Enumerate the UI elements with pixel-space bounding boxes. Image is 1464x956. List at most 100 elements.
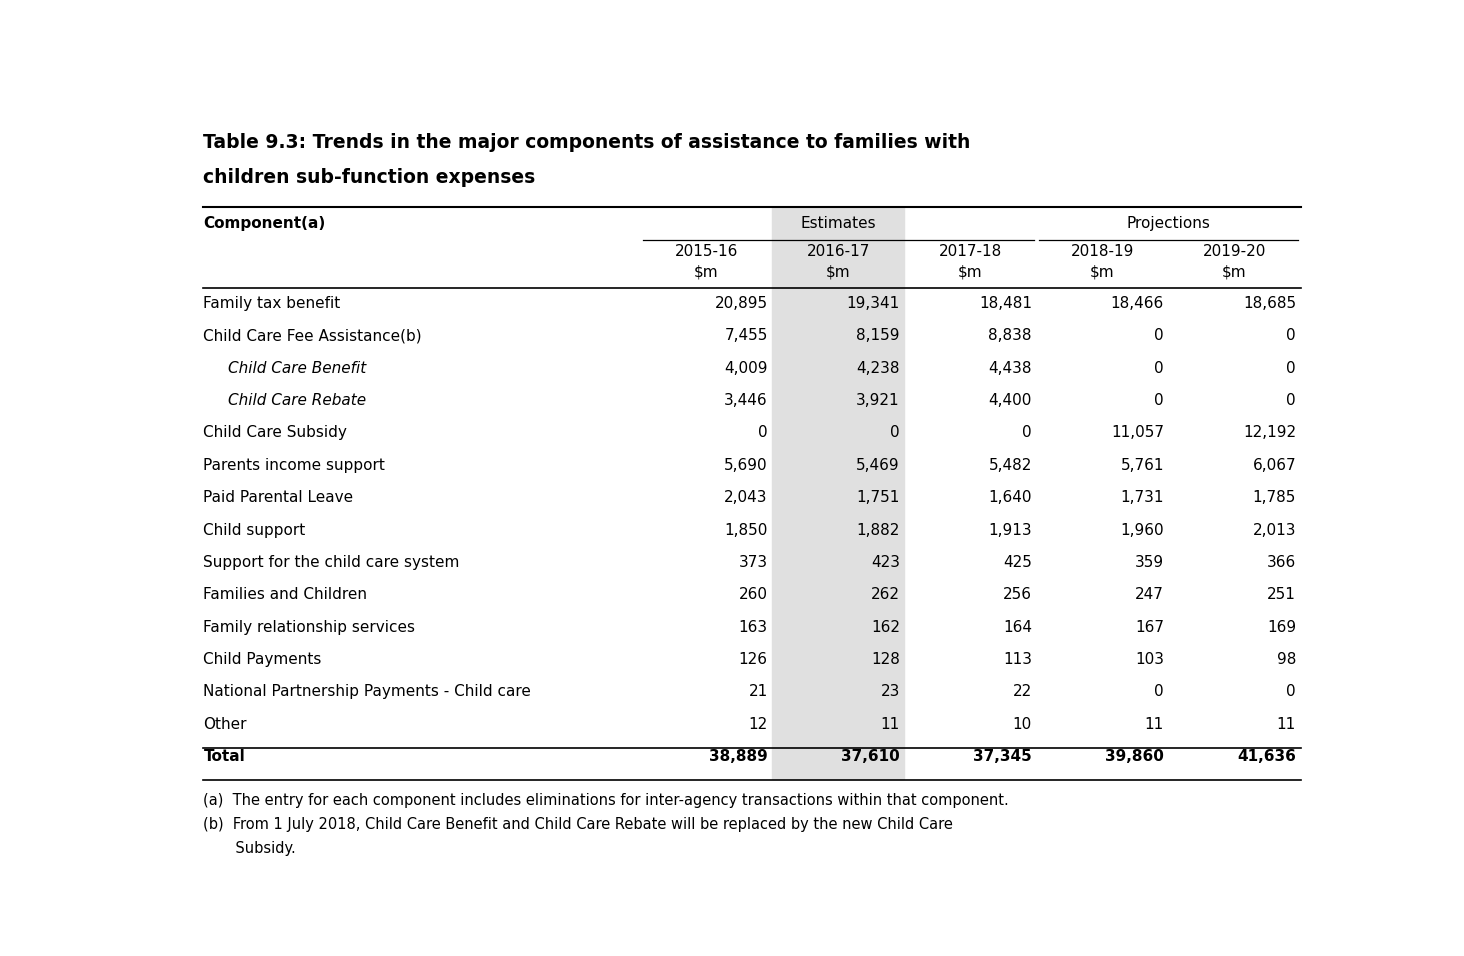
Text: 4,400: 4,400 <box>988 393 1032 408</box>
Text: 1,751: 1,751 <box>856 490 900 505</box>
Text: 98: 98 <box>1277 652 1296 667</box>
Text: 167: 167 <box>1135 619 1164 635</box>
Text: 0: 0 <box>1154 393 1164 408</box>
Text: 18,466: 18,466 <box>1111 295 1164 311</box>
Text: 18,481: 18,481 <box>979 295 1032 311</box>
Text: 39,860: 39,860 <box>1105 750 1164 764</box>
Text: Estimates: Estimates <box>801 216 875 231</box>
Text: 163: 163 <box>739 619 767 635</box>
Text: (a)  The entry for each component includes eliminations for inter-agency transac: (a) The entry for each component include… <box>203 793 1009 809</box>
Text: 3,921: 3,921 <box>856 393 900 408</box>
Text: 169: 169 <box>1266 619 1296 635</box>
Text: 247: 247 <box>1135 587 1164 602</box>
Text: 12,192: 12,192 <box>1243 425 1296 441</box>
Text: Support for the child care system: Support for the child care system <box>203 554 460 570</box>
Text: 5,469: 5,469 <box>856 458 900 473</box>
Text: 2019-20: 2019-20 <box>1203 244 1266 258</box>
Text: 11,057: 11,057 <box>1111 425 1164 441</box>
Text: 10: 10 <box>1013 717 1032 732</box>
Text: 11: 11 <box>1145 717 1164 732</box>
Text: 2,043: 2,043 <box>725 490 767 505</box>
Text: 2,013: 2,013 <box>1253 523 1296 537</box>
Text: 37,610: 37,610 <box>842 750 900 764</box>
Text: Child Care Rebate: Child Care Rebate <box>228 393 366 408</box>
Text: 37,345: 37,345 <box>974 750 1032 764</box>
Text: Families and Children: Families and Children <box>203 587 367 602</box>
Text: 8,159: 8,159 <box>856 328 900 343</box>
Text: $m: $m <box>957 264 982 279</box>
Text: 1,960: 1,960 <box>1120 523 1164 537</box>
Text: 1,785: 1,785 <box>1253 490 1296 505</box>
Text: 103: 103 <box>1135 652 1164 667</box>
Text: 4,438: 4,438 <box>988 360 1032 376</box>
Text: $m: $m <box>1091 264 1114 279</box>
Text: 0: 0 <box>1287 393 1296 408</box>
Text: Child Care Benefit: Child Care Benefit <box>228 360 366 376</box>
Text: 1,850: 1,850 <box>725 523 767 537</box>
Text: 251: 251 <box>1268 587 1296 602</box>
Text: 4,238: 4,238 <box>856 360 900 376</box>
Text: 1,731: 1,731 <box>1120 490 1164 505</box>
Text: Component(a): Component(a) <box>203 216 325 231</box>
Text: Child Care Subsidy: Child Care Subsidy <box>203 425 347 441</box>
Text: 3,446: 3,446 <box>725 393 767 408</box>
Text: 425: 425 <box>1003 554 1032 570</box>
Text: 5,761: 5,761 <box>1120 458 1164 473</box>
Text: 359: 359 <box>1135 554 1164 570</box>
Text: Table 9.3: Trends in the major components of assistance to families with: Table 9.3: Trends in the major component… <box>203 133 971 152</box>
Text: 5,690: 5,690 <box>725 458 767 473</box>
Text: 5,482: 5,482 <box>988 458 1032 473</box>
Text: Child support: Child support <box>203 523 306 537</box>
Text: 262: 262 <box>871 587 900 602</box>
Text: 0: 0 <box>1287 328 1296 343</box>
Text: 0: 0 <box>758 425 767 441</box>
Text: children sub-function expenses: children sub-function expenses <box>203 168 536 187</box>
Text: 12: 12 <box>748 717 767 732</box>
Text: $m: $m <box>826 264 851 279</box>
Text: 260: 260 <box>739 587 767 602</box>
Text: 1,882: 1,882 <box>856 523 900 537</box>
Text: 2015-16: 2015-16 <box>675 244 738 258</box>
Text: 18,685: 18,685 <box>1243 295 1296 311</box>
Text: 373: 373 <box>739 554 767 570</box>
Text: 8,838: 8,838 <box>988 328 1032 343</box>
Text: 128: 128 <box>871 652 900 667</box>
Text: 0: 0 <box>1154 360 1164 376</box>
Text: Paid Parental Leave: Paid Parental Leave <box>203 490 353 505</box>
Text: 0: 0 <box>890 425 900 441</box>
Text: Parents income support: Parents income support <box>203 458 385 473</box>
Text: 4,009: 4,009 <box>725 360 767 376</box>
Text: 113: 113 <box>1003 652 1032 667</box>
Text: Total: Total <box>203 750 244 764</box>
Text: 1,913: 1,913 <box>988 523 1032 537</box>
Text: 23: 23 <box>880 684 900 700</box>
Text: Projections: Projections <box>1127 216 1211 231</box>
Text: 38,889: 38,889 <box>709 750 767 764</box>
Bar <box>773 206 905 779</box>
Text: Child Payments: Child Payments <box>203 652 322 667</box>
Text: Family relationship services: Family relationship services <box>203 619 416 635</box>
Text: Other: Other <box>203 717 247 732</box>
Text: 22: 22 <box>1013 684 1032 700</box>
Text: 126: 126 <box>739 652 767 667</box>
Text: 0: 0 <box>1154 684 1164 700</box>
Text: Subsidy.: Subsidy. <box>203 840 296 856</box>
Text: 11: 11 <box>1277 717 1296 732</box>
Text: 366: 366 <box>1266 554 1296 570</box>
Text: 7,455: 7,455 <box>725 328 767 343</box>
Text: 0: 0 <box>1154 328 1164 343</box>
Text: 2016-17: 2016-17 <box>807 244 870 258</box>
Text: 256: 256 <box>1003 587 1032 602</box>
Text: (b)  From 1 July 2018, Child Care Benefit and Child Care Rebate will be replaced: (b) From 1 July 2018, Child Care Benefit… <box>203 817 953 832</box>
Text: 423: 423 <box>871 554 900 570</box>
Text: National Partnership Payments - Child care: National Partnership Payments - Child ca… <box>203 684 531 700</box>
Text: 19,341: 19,341 <box>846 295 900 311</box>
Text: 2018-19: 2018-19 <box>1070 244 1135 258</box>
Text: 2017-18: 2017-18 <box>938 244 1001 258</box>
Text: Family tax benefit: Family tax benefit <box>203 295 341 311</box>
Text: Child Care Fee Assistance(b): Child Care Fee Assistance(b) <box>203 328 422 343</box>
Text: 21: 21 <box>748 684 767 700</box>
Text: 20,895: 20,895 <box>714 295 767 311</box>
Text: 11: 11 <box>880 717 900 732</box>
Text: 0: 0 <box>1287 360 1296 376</box>
